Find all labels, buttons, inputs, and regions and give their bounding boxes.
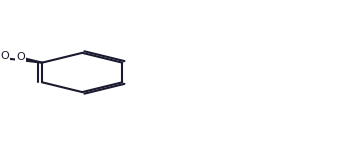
Text: O: O — [16, 52, 25, 62]
Text: O: O — [0, 51, 9, 61]
